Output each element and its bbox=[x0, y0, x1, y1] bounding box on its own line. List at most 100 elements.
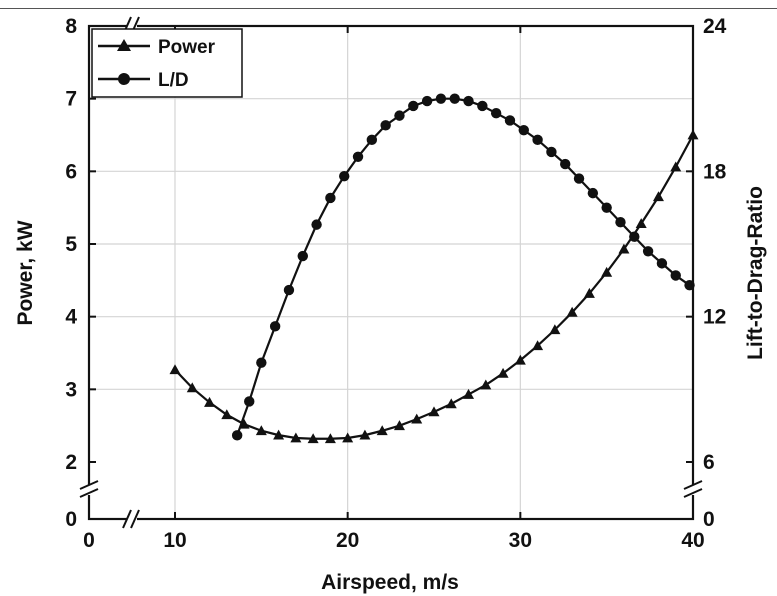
y2-axis-break bbox=[683, 480, 703, 498]
y2-axis-title: Lift-to-Drag-Ratio bbox=[744, 186, 767, 360]
legend: Power L/D bbox=[91, 28, 243, 98]
data-point-power bbox=[497, 367, 509, 378]
data-point-power bbox=[463, 388, 475, 399]
data-point-l-d bbox=[256, 357, 267, 368]
data-point-power bbox=[601, 266, 613, 277]
y-tick-label: 0 bbox=[65, 508, 77, 531]
data-point-l-d bbox=[629, 231, 640, 242]
data-point-power bbox=[342, 432, 354, 443]
data-point-l-d bbox=[325, 192, 336, 204]
data-point-power bbox=[480, 379, 492, 390]
data-point-l-d bbox=[352, 151, 364, 162]
data-point-l-d bbox=[518, 124, 529, 136]
data-point-l-d bbox=[269, 321, 281, 332]
series-power bbox=[169, 129, 699, 444]
data-point-l-d bbox=[532, 134, 543, 146]
data-point-power bbox=[169, 364, 181, 375]
y-axis-title: Power, kW bbox=[14, 220, 37, 325]
data-point-l-d bbox=[366, 134, 378, 146]
y-tick-label: 3 bbox=[65, 378, 77, 401]
data-point-l-d bbox=[642, 246, 654, 257]
data-point-l-d bbox=[656, 258, 668, 269]
data-point-l-d bbox=[339, 170, 350, 182]
x-axis-break-bottom-gap bbox=[127, 511, 137, 527]
data-point-power bbox=[255, 425, 267, 436]
data-point-power bbox=[514, 354, 526, 365]
y-tick-label: 8 bbox=[65, 15, 77, 38]
data-point-l-d bbox=[421, 95, 433, 107]
data-point-l-d bbox=[477, 100, 488, 112]
x-axis-break-top-gap bbox=[127, 18, 137, 34]
data-point-l-d bbox=[244, 396, 255, 407]
legend-label-power: Power bbox=[158, 37, 216, 58]
data-point-power bbox=[307, 433, 319, 444]
data-point-power bbox=[324, 433, 336, 444]
x-tick-label: 0 bbox=[83, 529, 95, 552]
data-point-power bbox=[186, 382, 198, 393]
data-point-l-d bbox=[546, 146, 557, 158]
y2-axis-break-slash-2 bbox=[683, 488, 703, 498]
x-axis-break-bottom-slash-1 bbox=[122, 509, 132, 529]
data-point-l-d bbox=[297, 250, 308, 262]
data-point-power bbox=[652, 191, 664, 202]
x-tick-label: 40 bbox=[681, 529, 704, 552]
x-tick-label: 20 bbox=[336, 529, 359, 552]
data-point-l-d bbox=[435, 93, 447, 104]
data-point-power bbox=[583, 287, 595, 298]
data-point-l-d bbox=[490, 108, 502, 119]
series-l-d bbox=[231, 93, 695, 441]
legend-label-l-d: L/D bbox=[158, 70, 189, 91]
data-point-l-d bbox=[560, 158, 571, 170]
x-axis-title: Airspeed, m/s bbox=[321, 571, 459, 594]
data-point-power bbox=[273, 429, 285, 440]
axis-break-layer bbox=[79, 16, 703, 529]
data-point-l-d bbox=[463, 95, 474, 107]
data-point-power bbox=[532, 340, 544, 351]
y2-tick-label: 18 bbox=[703, 160, 727, 183]
data-point-power bbox=[376, 425, 388, 436]
y-tick-label: 7 bbox=[65, 88, 77, 111]
series-line-l-d bbox=[236, 97, 691, 436]
legend-marker-l-d bbox=[118, 73, 130, 85]
data-point-power bbox=[566, 306, 578, 317]
y-tick-label: 2 bbox=[65, 451, 77, 474]
data-point-power bbox=[204, 396, 216, 407]
data-point-l-d bbox=[231, 430, 243, 441]
data-point-l-d bbox=[449, 93, 460, 104]
legend-box bbox=[91, 28, 243, 98]
data-point-power bbox=[411, 413, 423, 424]
data-point-power bbox=[428, 406, 440, 417]
x-tick-label: 30 bbox=[509, 529, 532, 552]
data-point-power bbox=[290, 432, 302, 443]
data-point-l-d bbox=[601, 202, 612, 213]
y-tick-label: 6 bbox=[65, 160, 77, 183]
series-layer bbox=[169, 93, 699, 444]
data-point-power bbox=[618, 243, 630, 254]
y2-axis-break-gap bbox=[685, 485, 701, 495]
data-point-l-d bbox=[283, 284, 295, 296]
plot-frame bbox=[87, 24, 695, 521]
data-point-l-d bbox=[670, 270, 681, 281]
data-point-power bbox=[445, 398, 457, 409]
y2-tick-label: 12 bbox=[703, 306, 726, 329]
x-axis-break-bottom bbox=[122, 509, 140, 529]
data-point-l-d bbox=[504, 115, 516, 126]
data-point-power bbox=[549, 324, 561, 335]
data-point-power bbox=[635, 218, 647, 229]
data-point-l-d bbox=[380, 120, 391, 131]
legend-marker-power bbox=[117, 39, 131, 51]
x-axis-break-bottom-slash-2 bbox=[130, 509, 140, 529]
data-point-l-d bbox=[311, 219, 322, 230]
data-point-power bbox=[670, 161, 682, 172]
data-point-power bbox=[221, 409, 233, 420]
y-axis-break bbox=[79, 480, 99, 498]
data-point-l-d bbox=[615, 217, 626, 228]
y-axis-break-gap bbox=[81, 485, 97, 495]
y-axis-break-slash-1 bbox=[79, 480, 99, 490]
y-tick-label: 5 bbox=[65, 233, 77, 256]
data-point-l-d bbox=[408, 100, 419, 112]
y2-tick-label: 6 bbox=[703, 451, 715, 474]
x-tick-label: 10 bbox=[163, 529, 186, 552]
y2-tick-label: 0 bbox=[703, 508, 715, 531]
